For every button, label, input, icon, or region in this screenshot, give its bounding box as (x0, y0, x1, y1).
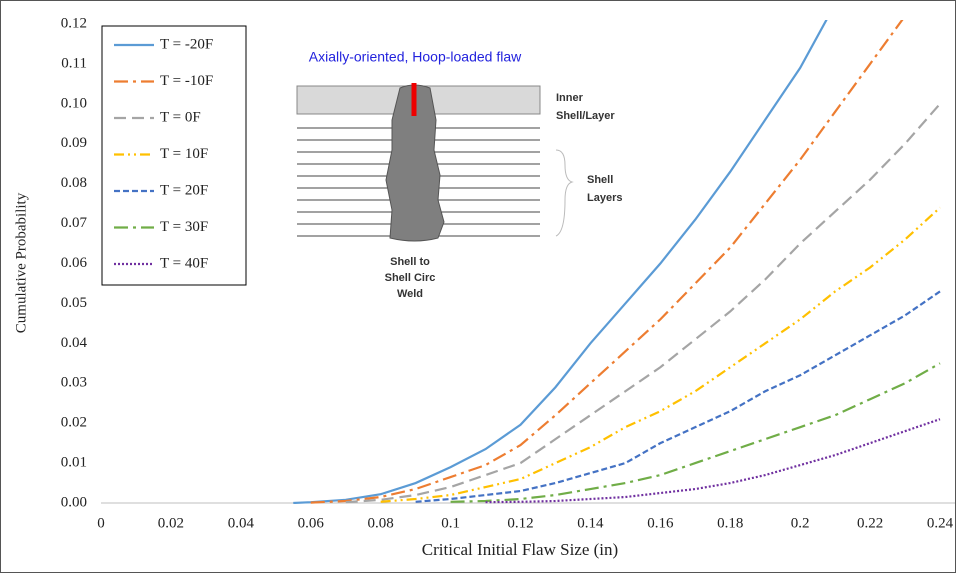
annotation-line: Layers (587, 192, 622, 204)
series-line (345, 103, 941, 504)
series-line (450, 362, 941, 503)
legend-label: T = 0F (160, 109, 201, 125)
y-tick-label: 0.03 (61, 375, 87, 391)
annotation-line: Shell/Layer (556, 110, 615, 122)
series-line (415, 290, 941, 503)
x-tick-label: 0.08 (368, 515, 394, 531)
x-tick-label: 0.02 (158, 515, 184, 531)
y-tick-label: 0.09 (61, 135, 87, 151)
y-tick-label: 0.07 (61, 215, 88, 231)
y-tick-label: 0.06 (61, 255, 88, 271)
series-line (380, 206, 941, 503)
y-tick-label: 0.02 (61, 415, 87, 431)
legend-label: T = 20F (160, 182, 208, 198)
x-tick-label: 0.22 (857, 515, 883, 531)
legend-label: T = 10F (160, 146, 208, 162)
x-tick-label: 0.16 (647, 515, 674, 531)
legend-label: T = -10F (160, 73, 213, 89)
flaw-diagram (296, 83, 574, 242)
layer-bracket (555, 149, 574, 237)
series-line (310, 20, 904, 504)
x-axis-label: Critical Initial Flaw Size (in) (422, 540, 618, 559)
x-tick-label: 0.1 (441, 515, 460, 531)
annotation-line: Inner (556, 92, 584, 104)
x-tick-label: 0.18 (717, 515, 743, 531)
y-tick-label: 0.12 (61, 15, 87, 31)
y-tick-label: 0.08 (61, 175, 87, 191)
y-tick-label: 0.01 (61, 455, 87, 471)
y-tick-label: 0.11 (61, 55, 87, 71)
annotation-line: Shell Circ (385, 272, 436, 284)
legend-box (101, 25, 247, 286)
y-tick-label: 0.10 (61, 95, 87, 111)
annotation-line: Shell (587, 174, 613, 186)
x-tick-label: 0.2 (791, 515, 810, 531)
x-tick-label: 0.04 (228, 515, 255, 531)
y-tick-label: 0.05 (61, 295, 87, 311)
y-tick-label: 0.00 (61, 494, 87, 510)
plot-lines (293, 20, 941, 504)
annotation-line: Shell to (390, 256, 430, 268)
y-tick-label: 0.04 (61, 335, 88, 351)
x-tick-label: 0 (97, 515, 105, 531)
series-line (293, 20, 828, 504)
diagram-title: Axially-oriented, Hoop-loaded flaw (309, 49, 522, 65)
y-axis-label: Cumulative Probability (13, 192, 29, 333)
legend-label: T = -20F (160, 36, 213, 52)
annotation-line: Weld (397, 288, 423, 300)
legend-label: T = 30F (160, 219, 208, 235)
x-tick-label: 0.12 (507, 515, 533, 531)
x-tick-label: 0.06 (298, 515, 325, 531)
series-line (485, 418, 941, 504)
legend-label: T = 40F (160, 255, 208, 271)
x-tick-label: 0.24 (927, 515, 954, 531)
x-tick-label: 0.14 (577, 515, 604, 531)
